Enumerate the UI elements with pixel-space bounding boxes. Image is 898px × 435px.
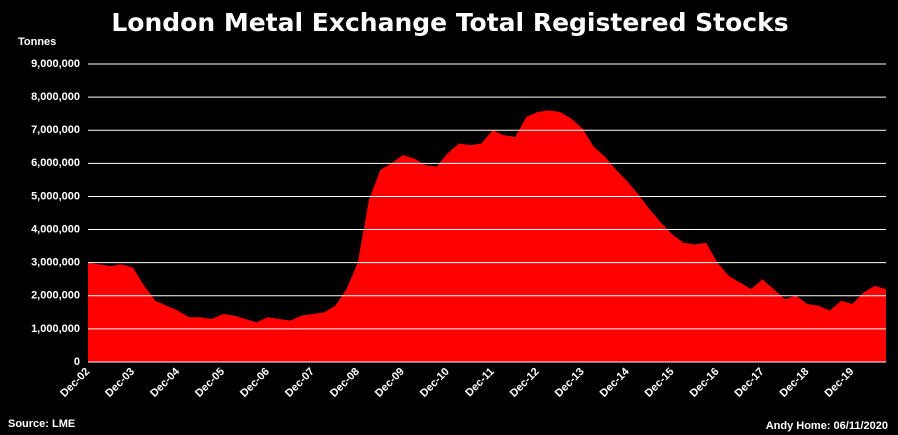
y-tick-label: 0 <box>74 356 80 368</box>
y-tick-label: 9,000,000 <box>31 58 80 70</box>
chart-title: London Metal Exchange Total Registered S… <box>111 8 788 37</box>
credit: Andy Home: 06/11/2020 <box>766 420 888 432</box>
y-tick-label: 4,000,000 <box>31 223 80 235</box>
y-tick-label: 1,000,000 <box>31 323 80 335</box>
y-tick-label: 2,000,000 <box>31 290 80 302</box>
y-axis-label: Tonnes <box>18 36 56 48</box>
y-tick-label: 5,000,000 <box>31 190 80 202</box>
y-tick-label: 3,000,000 <box>31 257 80 269</box>
area <box>88 110 886 362</box>
y-tick-label: 8,000,000 <box>31 91 80 103</box>
source: Source: LME <box>8 418 75 430</box>
y-tick-label: 7,000,000 <box>31 124 80 136</box>
y-tick-label: 6,000,000 <box>31 157 80 169</box>
